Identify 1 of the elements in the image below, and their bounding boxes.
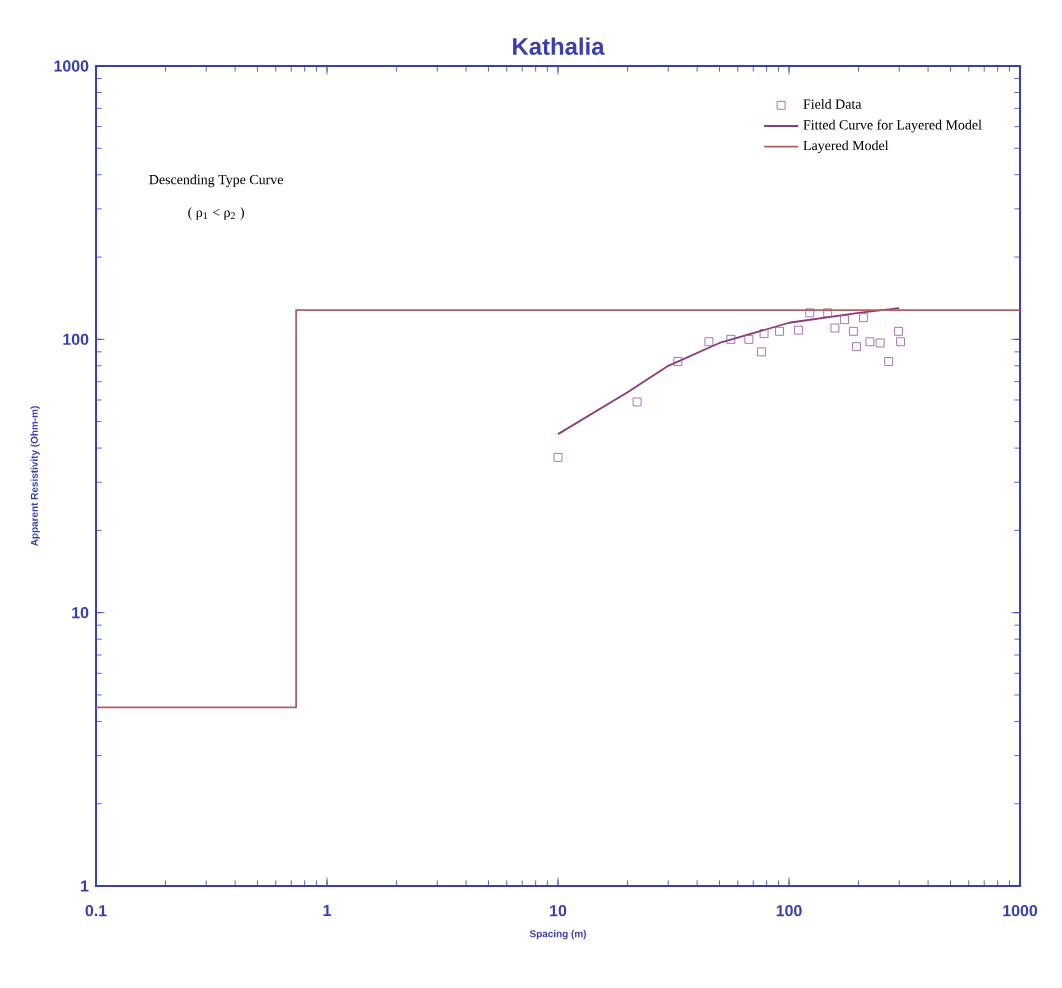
chart-title: Kathalia (513, 37, 605, 55)
